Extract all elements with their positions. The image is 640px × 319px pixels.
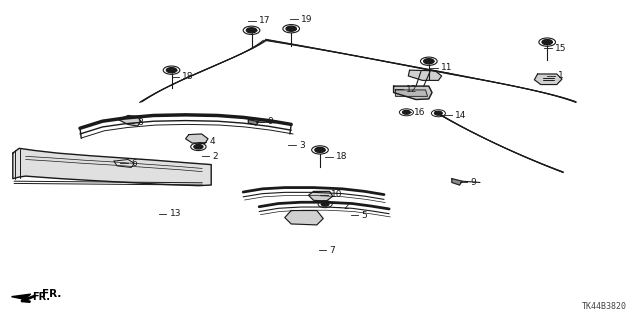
Text: 12: 12: [406, 85, 417, 94]
Text: 4: 4: [209, 137, 215, 146]
Polygon shape: [12, 294, 31, 299]
Polygon shape: [452, 179, 462, 185]
Text: 7: 7: [330, 246, 335, 255]
Circle shape: [403, 110, 410, 114]
Polygon shape: [285, 211, 323, 225]
Circle shape: [321, 202, 329, 206]
Text: TK44B3820: TK44B3820: [582, 302, 627, 311]
Circle shape: [163, 66, 180, 74]
Text: 6: 6: [131, 159, 137, 168]
Circle shape: [243, 26, 260, 34]
Circle shape: [435, 111, 442, 115]
Circle shape: [312, 146, 328, 154]
Text: 11: 11: [441, 63, 452, 72]
Text: 10: 10: [331, 190, 342, 199]
Text: 9: 9: [470, 178, 476, 187]
Text: 14: 14: [455, 111, 467, 120]
Text: 2: 2: [344, 202, 349, 211]
Text: 18: 18: [336, 152, 348, 161]
Circle shape: [420, 57, 437, 65]
Polygon shape: [114, 160, 134, 167]
Polygon shape: [248, 120, 259, 125]
Polygon shape: [534, 74, 562, 85]
Circle shape: [246, 28, 257, 33]
Text: 8: 8: [138, 118, 143, 127]
Circle shape: [166, 68, 177, 73]
Text: 1: 1: [558, 71, 564, 80]
Circle shape: [539, 38, 556, 46]
Text: 13: 13: [170, 209, 181, 218]
Circle shape: [194, 145, 203, 149]
Text: 16: 16: [414, 108, 426, 117]
Text: 2: 2: [212, 152, 218, 161]
Polygon shape: [394, 86, 432, 100]
Text: 18: 18: [182, 72, 194, 81]
Polygon shape: [186, 134, 208, 144]
Polygon shape: [13, 148, 211, 186]
Text: 5: 5: [362, 211, 367, 220]
Text: FR.: FR.: [32, 292, 50, 302]
Circle shape: [542, 40, 552, 45]
Circle shape: [424, 59, 434, 64]
Text: FR.: FR.: [42, 289, 61, 300]
Polygon shape: [118, 115, 141, 126]
Circle shape: [315, 147, 325, 152]
Text: 3: 3: [299, 141, 305, 150]
Polygon shape: [408, 70, 442, 80]
Text: 15: 15: [555, 44, 566, 53]
Text: 19: 19: [301, 15, 312, 24]
Text: 9: 9: [267, 117, 273, 126]
Circle shape: [286, 26, 296, 31]
Polygon shape: [396, 90, 428, 96]
Circle shape: [283, 25, 300, 33]
Polygon shape: [308, 191, 333, 201]
Text: 17: 17: [259, 16, 271, 25]
